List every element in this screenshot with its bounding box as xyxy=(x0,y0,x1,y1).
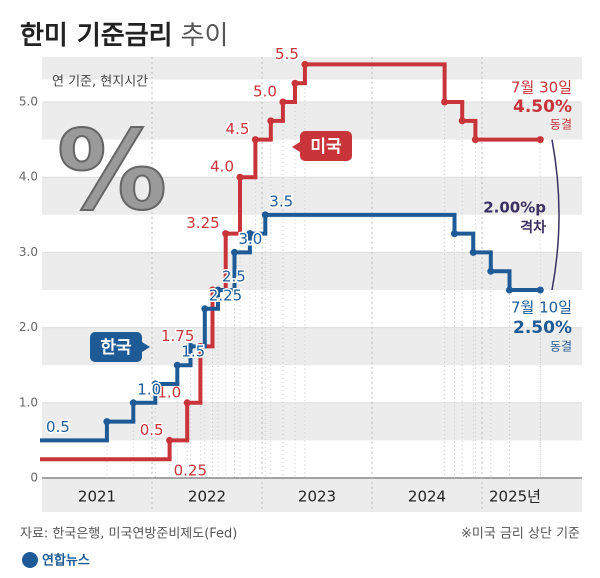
value-label: 1.75 xyxy=(161,327,194,345)
chart-title: 한미 기준금리 추이 xyxy=(20,21,228,51)
legend-box xyxy=(300,131,352,161)
annotation: 7월 30일 xyxy=(511,79,572,97)
point xyxy=(267,117,275,125)
annotation: 2.00%p xyxy=(483,199,546,217)
point xyxy=(506,286,513,294)
logo-icon xyxy=(22,552,38,568)
value-label: 3.0 xyxy=(239,230,263,248)
value-label: 2.5 xyxy=(222,268,246,286)
point xyxy=(173,361,181,369)
title-light: 추이 xyxy=(181,21,229,51)
point xyxy=(471,136,479,144)
value-label: 0.5 xyxy=(46,418,70,436)
point xyxy=(458,117,466,125)
percent-icon: % xyxy=(57,106,167,234)
grid-band xyxy=(42,56,582,80)
point xyxy=(151,380,159,388)
point xyxy=(536,286,544,294)
value-label: 3.25 xyxy=(186,214,219,232)
legend-label: 한국 xyxy=(100,338,132,358)
point xyxy=(487,267,495,275)
y-tick-label: 1.0 xyxy=(19,395,38,409)
x-axis-band xyxy=(42,478,582,512)
x-tick-label: 2023 xyxy=(298,488,336,506)
value-label: 5.0 xyxy=(253,83,277,101)
legend-label: 미국 xyxy=(310,137,342,157)
title-main: 한미 기준금리 xyxy=(20,21,173,51)
logo: 연합뉴스 xyxy=(42,553,90,569)
point xyxy=(187,342,194,350)
value-label: 1.0 xyxy=(137,380,161,398)
point xyxy=(441,98,449,106)
value-label: 0.25 xyxy=(174,462,207,480)
subtitle: 연 기준, 현지시간 xyxy=(52,75,148,90)
point xyxy=(183,399,191,407)
point xyxy=(246,230,254,238)
point xyxy=(251,136,259,144)
point xyxy=(236,173,244,181)
point xyxy=(201,305,209,313)
legend-kr: 한국 xyxy=(90,332,150,362)
point xyxy=(129,399,137,407)
legend-us: 미국 xyxy=(292,131,352,161)
point xyxy=(222,230,230,238)
value-label: 4.0 xyxy=(210,158,234,176)
point xyxy=(209,286,216,294)
point xyxy=(291,79,299,87)
x-tick-label: 2021 xyxy=(78,488,116,506)
legend-box xyxy=(90,332,142,362)
point xyxy=(261,211,269,219)
value-label: 1.0 xyxy=(157,383,181,401)
y-tick-label: 4.0 xyxy=(19,170,38,184)
y-tick-label: 5.0 xyxy=(19,95,38,109)
value-label: 4.5 xyxy=(226,120,250,138)
grid-band xyxy=(42,177,582,215)
x-tick-label: 2024 xyxy=(408,488,446,506)
y-tick-label: 3.0 xyxy=(19,245,38,259)
point xyxy=(451,230,458,238)
annotation: 2.50% xyxy=(513,318,572,338)
value-label: 2.25 xyxy=(209,286,242,304)
annotation: 동결 xyxy=(550,340,572,354)
point xyxy=(536,136,544,144)
source: 자료: 한국은행, 미국연방준비제도(Fed) xyxy=(20,526,237,542)
x-tick-label: 2025년 xyxy=(489,488,541,506)
note: ※미국 금리 상단 기준 xyxy=(461,527,580,542)
callout-pointer xyxy=(292,142,300,152)
series: 0.25 0.5 1.0 1.75 3.25 4.0 4.5 5.0 5.5 xyxy=(40,43,544,481)
annotation: 4.50% xyxy=(513,97,572,117)
callout-pointer xyxy=(142,342,150,352)
point xyxy=(469,248,477,256)
x-tick-label: 2022 xyxy=(188,488,226,506)
annotation: 7월 10일 xyxy=(511,299,572,317)
value-label: 0.5 xyxy=(140,421,164,439)
point xyxy=(214,286,222,294)
point xyxy=(231,248,238,256)
point xyxy=(166,436,174,444)
annotation: 격차 xyxy=(520,219,546,236)
gap-bracket xyxy=(551,139,560,291)
point xyxy=(301,60,309,68)
value-label: 5.5 xyxy=(275,45,299,63)
point xyxy=(279,98,287,106)
value-label: 1.5 xyxy=(181,343,205,361)
point xyxy=(103,418,111,426)
annotation: 동결 xyxy=(550,118,572,132)
y-tick-label: 0 xyxy=(30,471,38,485)
plot: 0.25 0.5 1.0 1.75 3.25 4.0 4.5 5.0 5.5 0.5 1.0 1.5 2… xyxy=(40,43,560,481)
value-label: 3.5 xyxy=(269,192,293,210)
series: 0.5 1.0 1.5 2.252.5 3.0 3.5 xyxy=(40,191,544,443)
y-tick-label: 2.0 xyxy=(19,320,38,334)
